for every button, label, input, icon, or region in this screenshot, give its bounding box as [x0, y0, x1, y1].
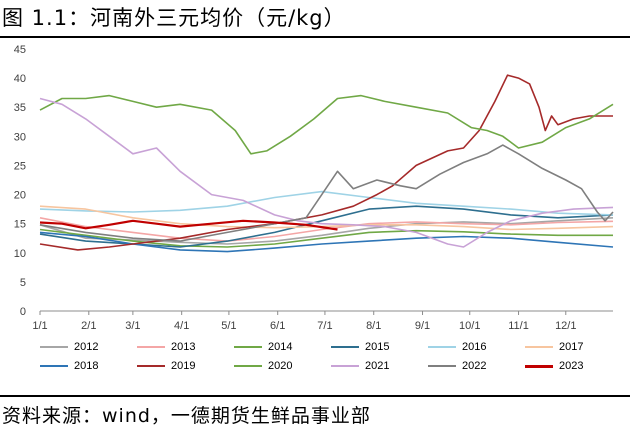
legend-swatch	[331, 365, 359, 367]
legend-swatch	[525, 364, 553, 368]
legend-item-2012: 2012	[40, 341, 98, 353]
chart-title: 图 1.1：河南外三元均价（元/kg）	[2, 6, 346, 30]
x-tick-label: 2/1	[81, 320, 96, 332]
x-tick-label: 5/1	[221, 320, 236, 332]
y-tick-label: 45	[14, 44, 26, 56]
legend-item-2013: 2013	[137, 341, 195, 353]
x-tick-label: 3/1	[125, 320, 140, 332]
legend-label: 2013	[171, 341, 196, 353]
x-tick-label: 10/1	[459, 320, 480, 332]
chart-series	[39, 74, 614, 253]
y-tick-label: 5	[20, 277, 26, 289]
legend-label: 2022	[462, 360, 487, 372]
legend-label: 2023	[559, 360, 584, 372]
legend-label: 2015	[365, 341, 390, 353]
legend-item-2021: 2021	[331, 360, 389, 372]
series-line-2014	[39, 228, 613, 248]
legend-swatch	[428, 365, 456, 367]
series-line-2012	[39, 217, 614, 245]
series-line-2021	[39, 97, 614, 248]
legend-label: 2016	[462, 341, 487, 353]
legend-swatch	[428, 346, 456, 348]
y-tick-label: 15	[14, 219, 26, 231]
legend-swatch	[137, 365, 165, 367]
x-tick-label: 7/1	[317, 320, 332, 332]
legend-label: 2018	[74, 360, 99, 372]
series-line-2013	[39, 217, 614, 242]
legend-item-2020: 2020	[234, 360, 292, 372]
x-tick-label: 11/1	[508, 320, 529, 332]
legend-swatch	[40, 346, 68, 348]
y-tick-label: 20	[14, 190, 26, 202]
legend-item-2019: 2019	[137, 360, 195, 372]
legend-label: 2017	[559, 341, 584, 353]
legend-swatch	[331, 346, 359, 348]
y-tick-label: 35	[14, 102, 26, 114]
y-tick-label: 10	[14, 248, 26, 260]
x-tick-label: 1/1	[32, 320, 47, 332]
legend-item-2017: 2017	[525, 341, 583, 353]
legend-label: 2014	[268, 341, 293, 353]
series-line-2019	[39, 74, 613, 251]
series-line-2017	[39, 205, 614, 231]
legend-swatch	[137, 346, 165, 348]
legend-label: 2012	[74, 341, 99, 353]
legend-item-2015: 2015	[331, 341, 389, 353]
series-line-2022	[39, 144, 614, 242]
series-line-2020	[39, 94, 614, 155]
legend-item-2016: 2016	[428, 341, 486, 353]
y-tick-label: 40	[14, 73, 26, 85]
line-chart: 0 5 10 15 20 25 30 35 40 45 1/1 2/1 3/1 4/1 5/1 6/1 7/1 8…	[14, 44, 614, 332]
y-tick-label: 25	[14, 160, 26, 172]
legend-item-2022: 2022	[428, 360, 486, 372]
legend-swatch	[40, 365, 68, 367]
legend-label: 2021	[365, 360, 390, 372]
series-line-2023	[39, 219, 338, 231]
source-divider	[0, 395, 630, 397]
source-note: 资料来源：wind，一德期货生鲜品事业部	[2, 405, 371, 427]
series-line-2016	[39, 190, 614, 216]
legend-swatch	[234, 346, 262, 348]
legend-swatch	[234, 365, 262, 367]
x-tick-label: 8/1	[366, 320, 381, 332]
legend-item-2018: 2018	[40, 360, 98, 372]
title-divider	[0, 36, 630, 38]
y-tick-label: 30	[14, 131, 26, 143]
legend-item-2014: 2014	[234, 341, 292, 353]
x-tick-label: 12/1	[555, 320, 576, 332]
legend-swatch	[525, 346, 553, 348]
legend-label: 2019	[171, 360, 196, 372]
legend-item-2023: 2023	[525, 360, 583, 372]
x-tick-label: 6/1	[270, 320, 285, 332]
y-tick-label: 0	[20, 306, 26, 318]
legend-label: 2020	[268, 360, 293, 372]
x-tick-label: 9/1	[415, 320, 430, 332]
chart-axes: 0 5 10 15 20 25 30 35 40 45 1/1 2/1 3/1 4/1 5/1 6/1 7/1 8…	[14, 44, 613, 332]
x-tick-label: 4/1	[174, 320, 189, 332]
